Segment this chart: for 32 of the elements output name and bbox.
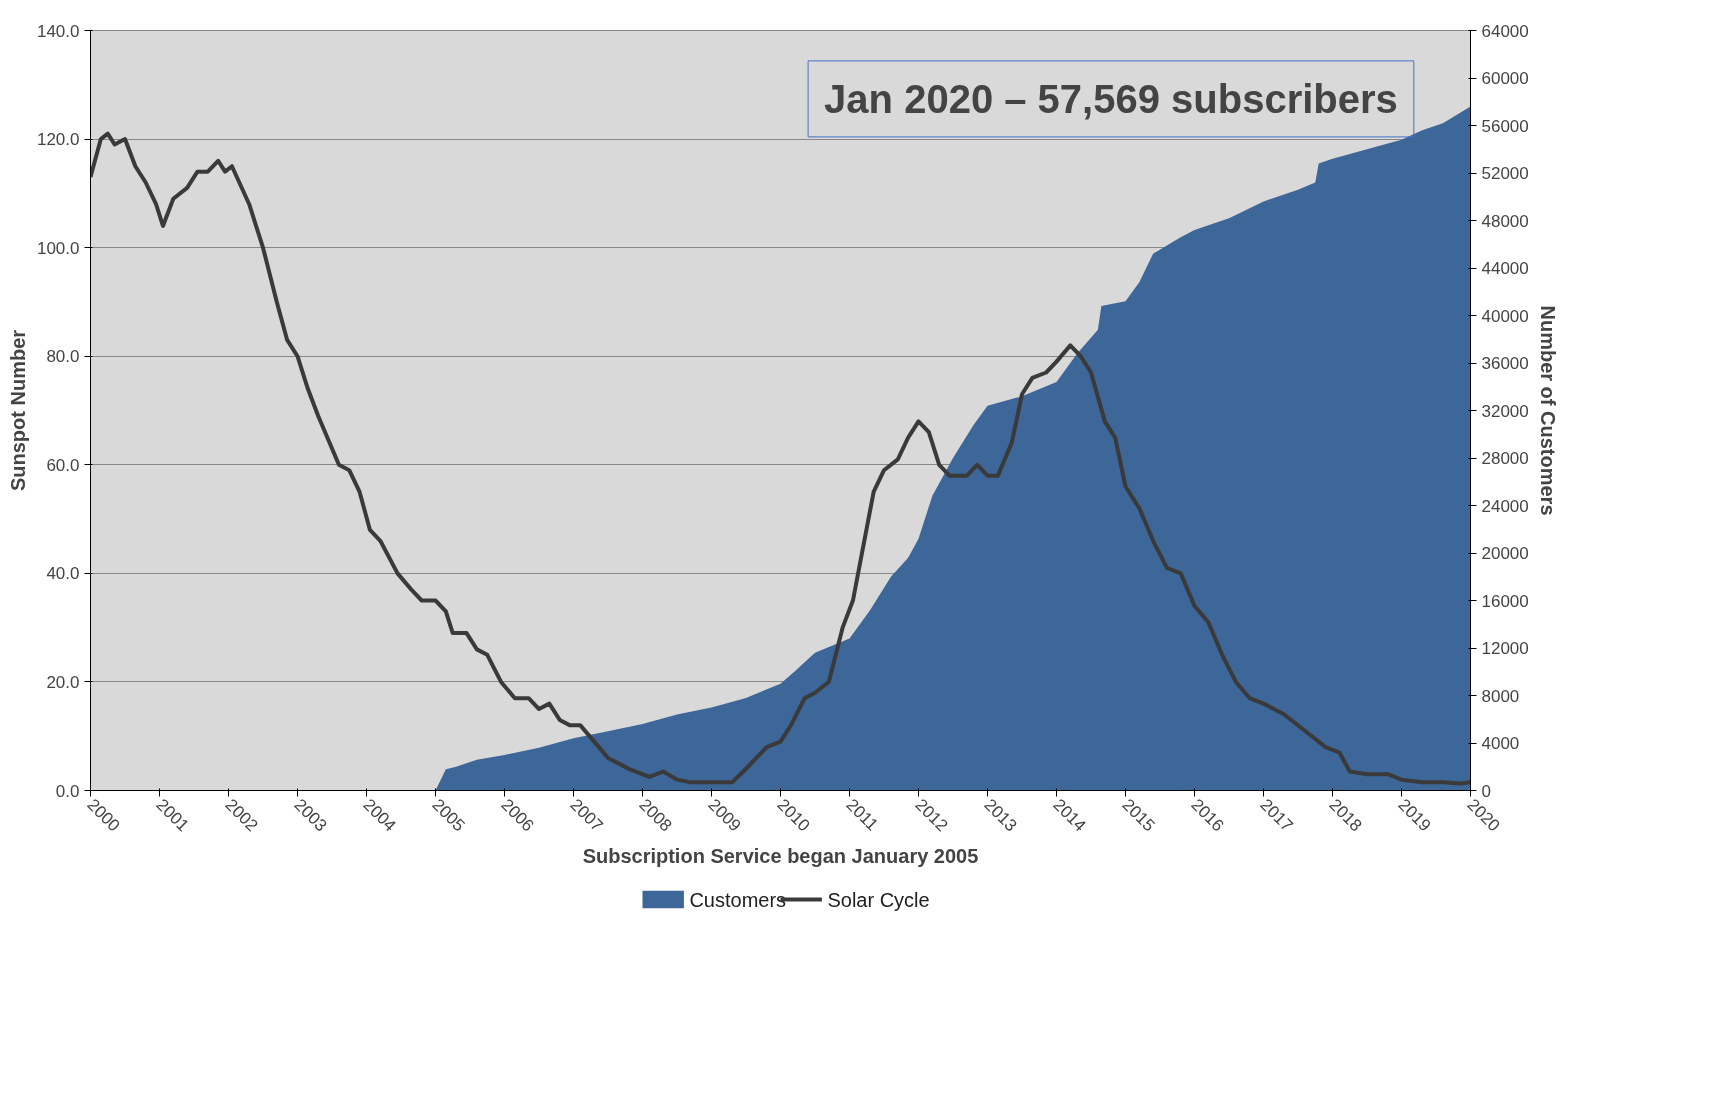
y-tick-label: 20.0	[46, 672, 80, 692]
y2-tick-label: 24000	[1481, 496, 1529, 516]
x-axis-title: Subscription Service began January 2005	[582, 844, 979, 867]
y2-tick-label: 0	[1481, 781, 1491, 801]
y2-tick-label: 52000	[1481, 164, 1529, 183]
y-axis-title: Sunspot Number	[6, 329, 29, 492]
y2-tick-label: 64000	[1481, 21, 1529, 41]
y-tick-label: 80.0	[46, 347, 80, 367]
y2-tick-label: 36000	[1481, 354, 1529, 373]
y-tick-label: 140.0	[36, 21, 80, 41]
legend-label: Customers	[689, 888, 787, 911]
y2-tick-label: 4000	[1481, 734, 1520, 753]
y2-tick-label: 40000	[1481, 306, 1529, 326]
y2-tick-label: 28000	[1481, 449, 1529, 468]
y2-tick-label: 60000	[1481, 69, 1529, 88]
y2-tick-label: 44000	[1481, 259, 1529, 278]
y-tick-label: 0.0	[55, 781, 80, 801]
y-tick-label: 40.0	[46, 564, 80, 584]
y2-tick-label: 56000	[1481, 116, 1529, 136]
y2-tick-label: 48000	[1481, 211, 1529, 231]
y2-tick-label: 8000	[1481, 686, 1520, 706]
legend-label: Solar Cycle	[827, 888, 930, 911]
y-tick-label: 120.0	[36, 130, 80, 150]
y2-tick-label: 20000	[1481, 544, 1529, 563]
y2-tick-label: 32000	[1481, 401, 1529, 421]
y2-tick-label: 16000	[1481, 591, 1529, 611]
y-tick-label: 100.0	[36, 238, 80, 258]
y-tick-label: 60.0	[46, 455, 80, 475]
y2-tick-label: 12000	[1481, 639, 1529, 658]
line-series	[90, 131, 1471, 786]
y2-axis-title: Number of Customers	[1536, 305, 1559, 516]
annotation: Jan 2020 – 57,569 subscribers	[824, 76, 1398, 121]
